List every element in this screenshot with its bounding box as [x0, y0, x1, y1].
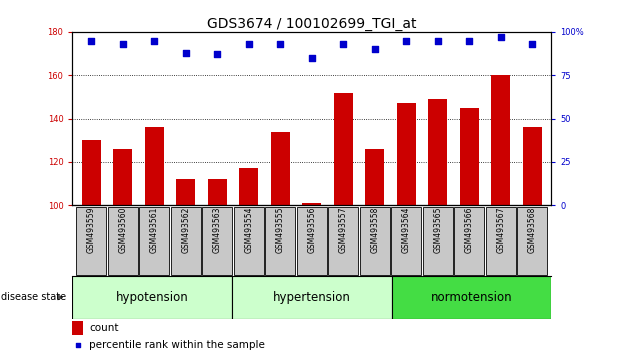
Bar [334, 93, 353, 205]
Point [307, 55, 317, 61]
Title: GDS3674 / 100102699_TGI_at: GDS3674 / 100102699_TGI_at [207, 17, 416, 31]
Bar [202, 207, 232, 275]
Text: GSM493561: GSM493561 [150, 207, 159, 253]
Bar [297, 207, 327, 275]
Bar [208, 179, 227, 205]
Text: GSM493554: GSM493554 [244, 207, 253, 253]
Text: disease state: disease state [1, 292, 66, 302]
Bar [176, 179, 195, 205]
Bar [392, 276, 551, 319]
Bar [423, 207, 453, 275]
Bar [239, 169, 258, 205]
Bar [428, 99, 447, 205]
Point [149, 38, 159, 43]
Point [401, 38, 411, 43]
Text: GSM493566: GSM493566 [465, 207, 474, 253]
Bar [391, 207, 421, 275]
Text: GSM493559: GSM493559 [87, 207, 96, 253]
Bar [517, 207, 547, 275]
Bar [454, 207, 484, 275]
Text: GSM493558: GSM493558 [370, 207, 379, 253]
Bar [171, 207, 201, 275]
Bar [265, 207, 295, 275]
Text: GSM493563: GSM493563 [213, 207, 222, 253]
Text: GSM493567: GSM493567 [496, 207, 505, 253]
Text: GSM493557: GSM493557 [339, 207, 348, 253]
Point [275, 41, 285, 47]
Text: GSM493560: GSM493560 [118, 207, 127, 253]
Bar [360, 207, 390, 275]
Text: GSM493562: GSM493562 [181, 207, 190, 253]
Point [370, 46, 380, 52]
Text: hypotension: hypotension [116, 291, 188, 304]
Text: normotension: normotension [431, 291, 512, 304]
Bar [232, 276, 392, 319]
Bar [234, 207, 264, 275]
Text: count: count [89, 323, 118, 333]
Bar [523, 127, 542, 205]
Text: hypertension: hypertension [273, 291, 351, 304]
Point [86, 38, 96, 43]
Bar [328, 207, 358, 275]
Bar [139, 207, 169, 275]
Bar [486, 207, 516, 275]
Text: percentile rank within the sample: percentile rank within the sample [89, 340, 265, 350]
Bar [302, 203, 321, 205]
Bar [460, 108, 479, 205]
Bar [145, 127, 164, 205]
Bar [76, 207, 106, 275]
Point [72, 342, 83, 348]
Point [118, 41, 128, 47]
Bar [113, 149, 132, 205]
Point [181, 50, 191, 56]
Bar [72, 276, 232, 319]
Text: GSM493568: GSM493568 [528, 207, 537, 253]
Bar [491, 75, 510, 205]
Bar [271, 132, 290, 205]
Text: GSM493556: GSM493556 [307, 207, 316, 253]
Point [496, 34, 506, 40]
Bar [82, 140, 101, 205]
Point [212, 52, 222, 57]
Bar [365, 149, 384, 205]
Point [464, 38, 474, 43]
Point [338, 41, 348, 47]
Point [433, 38, 443, 43]
Point [527, 41, 537, 47]
Bar [397, 103, 416, 205]
Point [244, 41, 254, 47]
Bar [72, 321, 83, 335]
Text: GSM493555: GSM493555 [276, 207, 285, 253]
Text: GSM493565: GSM493565 [433, 207, 442, 253]
Text: GSM493564: GSM493564 [402, 207, 411, 253]
Bar [108, 207, 138, 275]
